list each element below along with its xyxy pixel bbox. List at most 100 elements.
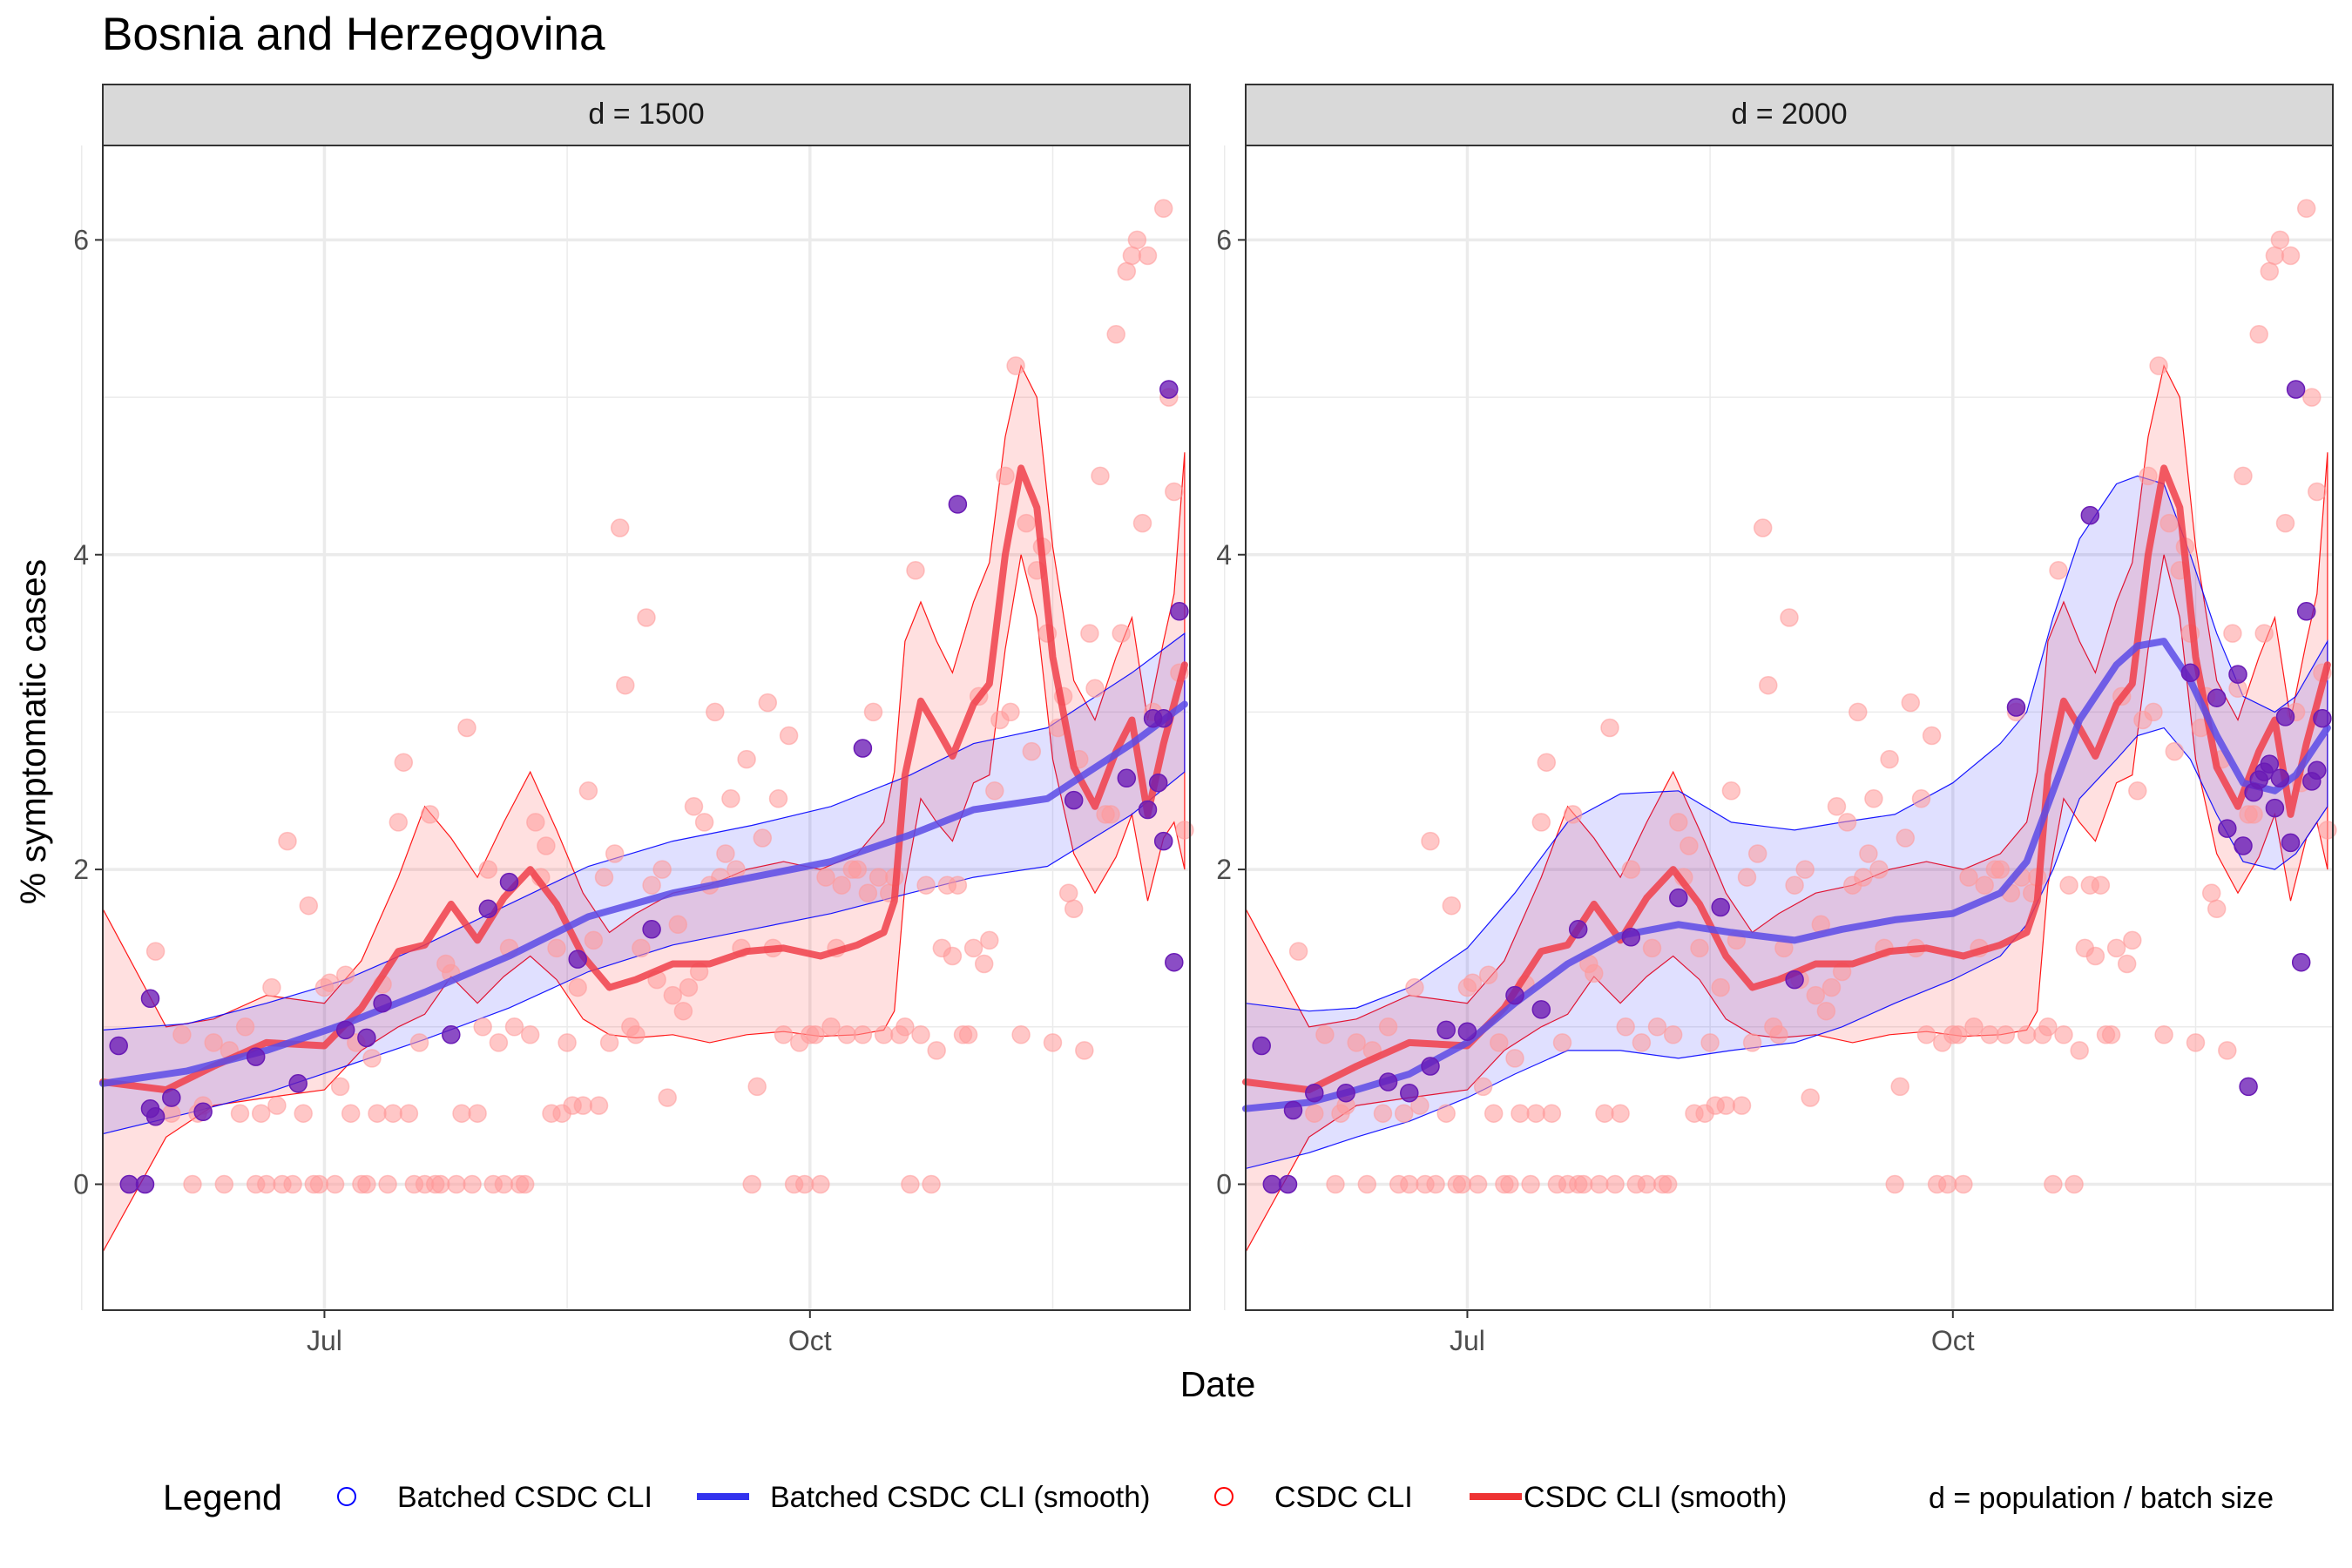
raw-point xyxy=(2059,875,2078,895)
raw-point xyxy=(594,868,614,887)
raw-point xyxy=(1410,1096,1429,1115)
raw-point xyxy=(1669,813,1688,832)
raw-point xyxy=(1642,938,1662,958)
panel-2: d = 2000 0 2 4 6 Jul Oct xyxy=(1216,84,2337,1356)
raw-point xyxy=(1922,726,1942,746)
raw-point xyxy=(1827,797,1847,816)
raw-point xyxy=(652,860,672,879)
raw-point xyxy=(706,702,725,722)
batched-point xyxy=(2006,698,2026,717)
raw-point xyxy=(2117,954,2137,974)
raw-point xyxy=(145,942,166,961)
raw-point xyxy=(394,753,414,772)
raw-point xyxy=(927,1041,946,1060)
raw-point xyxy=(537,836,556,855)
raw-point xyxy=(758,693,778,713)
batched-point xyxy=(1621,928,1641,947)
raw-point xyxy=(1490,1033,1509,1052)
legend-label: Batched CSDC CLI xyxy=(397,1481,652,1514)
raw-point xyxy=(1505,1049,1524,1068)
raw-point xyxy=(658,1088,677,1107)
raw-point xyxy=(922,1174,941,1194)
raw-point xyxy=(2085,946,2105,966)
raw-point xyxy=(2154,1025,2173,1044)
raw-point xyxy=(1616,1017,1635,1037)
batched-point xyxy=(1283,1100,1303,1120)
batched-point xyxy=(373,993,392,1013)
raw-point xyxy=(1101,805,1120,824)
raw-point xyxy=(911,1025,930,1044)
raw-point xyxy=(2234,466,2253,486)
legend-item-3: CSDC CLI xyxy=(1214,1481,1413,1514)
facet-strip xyxy=(1245,84,2334,146)
batched-point xyxy=(2265,798,2285,818)
raw-point xyxy=(1864,789,1883,808)
raw-point xyxy=(547,938,566,958)
batched-point xyxy=(140,989,160,1009)
raw-point xyxy=(1959,868,1978,887)
raw-point xyxy=(489,1033,509,1052)
raw-point xyxy=(2149,356,2168,375)
panel-1: d = 1500 0 2 4 6 Jul Oct xyxy=(73,84,1194,1356)
batched-point xyxy=(357,1028,376,1048)
raw-point xyxy=(1442,896,1462,916)
facet-strip xyxy=(102,84,1191,146)
legend-key-point xyxy=(1214,1487,1233,1506)
raw-point xyxy=(1996,1025,2016,1044)
raw-point xyxy=(2318,821,2337,840)
plot-background xyxy=(1246,145,2333,1310)
batched-point xyxy=(135,1174,155,1194)
raw-point xyxy=(1742,1033,1762,1052)
raw-point xyxy=(2223,624,2242,643)
raw-point xyxy=(452,1104,471,1123)
raw-point xyxy=(368,1104,387,1123)
raw-point xyxy=(1017,513,1036,533)
raw-point xyxy=(2038,1017,2058,1037)
raw-point xyxy=(1552,1033,1572,1052)
raw-point xyxy=(1080,624,1099,643)
raw-point xyxy=(1732,1096,1752,1115)
raw-point xyxy=(684,797,704,816)
raw-point xyxy=(309,1174,329,1194)
raw-point xyxy=(1896,828,1916,848)
raw-point xyxy=(1885,1174,1904,1194)
raw-point xyxy=(1975,875,1994,895)
raw-point xyxy=(1132,513,1152,533)
raw-point xyxy=(1585,963,1604,983)
raw-point xyxy=(172,1025,192,1044)
raw-point xyxy=(794,1174,814,1194)
raw-point xyxy=(673,1001,693,1021)
raw-point xyxy=(1122,246,1142,266)
raw-point xyxy=(2144,702,2163,722)
raw-point xyxy=(637,608,656,627)
legend-items: Batched CSDC CLI Batched CSDC CLI (smooth… xyxy=(337,1481,1787,1514)
raw-point xyxy=(1484,1104,1504,1123)
raw-point xyxy=(1869,860,1889,879)
raw-point xyxy=(963,938,983,958)
y-tick-label: 0 xyxy=(1216,1168,1232,1200)
legend-item-4: CSDC CLI (smooth) xyxy=(1470,1481,1787,1514)
raw-point xyxy=(610,518,630,537)
raw-point xyxy=(948,875,968,895)
batched-point xyxy=(1165,952,1184,972)
raw-point xyxy=(2270,230,2290,250)
raw-point xyxy=(1563,805,1583,824)
raw-smooth-line xyxy=(99,464,1188,1094)
batched-point xyxy=(2313,708,2332,728)
y-tick-label: 2 xyxy=(1216,854,1232,885)
raw-point xyxy=(974,954,994,974)
batched-point xyxy=(145,1107,166,1126)
raw-point xyxy=(901,1174,920,1194)
raw-point xyxy=(1785,875,1804,895)
raw-point xyxy=(1632,1033,1652,1052)
raw-point xyxy=(162,1104,181,1123)
raw-point xyxy=(863,702,883,722)
batched-point xyxy=(288,1074,308,1093)
raw-point xyxy=(1769,1025,1788,1044)
raw-smooth-line xyxy=(1242,464,2331,1094)
raw-point xyxy=(573,1096,593,1115)
raw-point xyxy=(320,973,340,992)
batched-point xyxy=(2260,754,2280,774)
raw-point xyxy=(1795,860,1815,879)
raw-point xyxy=(1980,1025,1999,1044)
